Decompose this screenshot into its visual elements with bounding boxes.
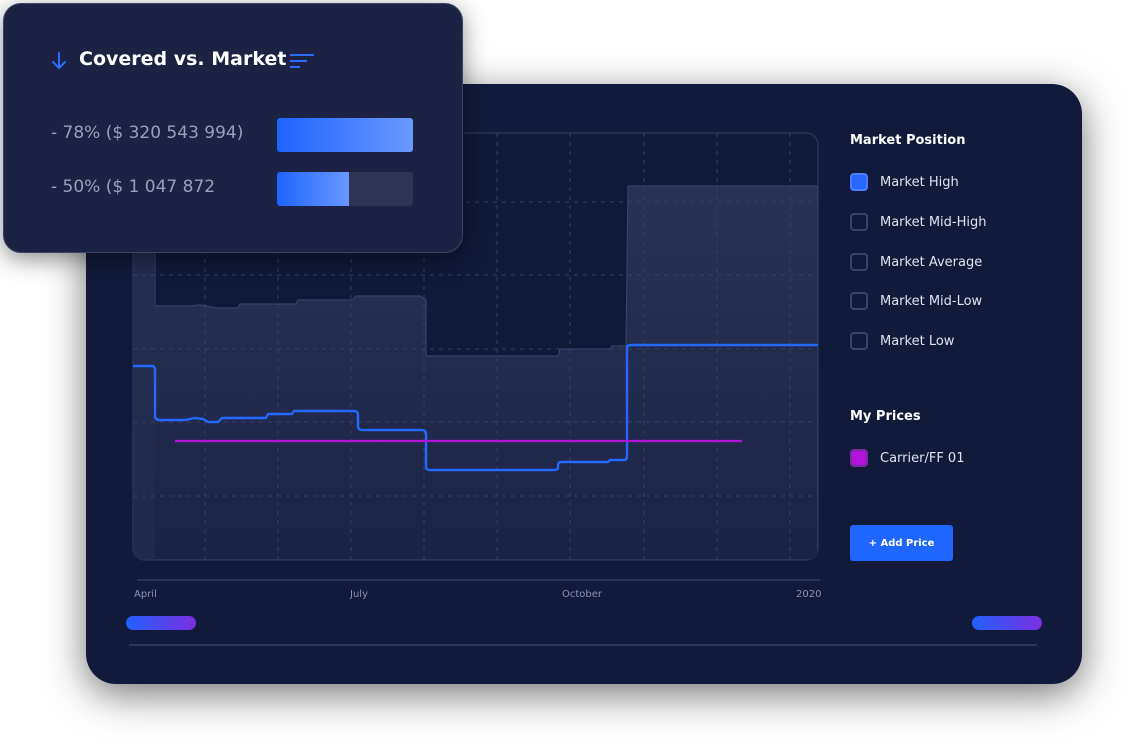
market-average-line <box>133 343 818 472</box>
legend-label: Market Mid-High <box>880 214 987 230</box>
checkbox-icon[interactable] <box>850 253 868 271</box>
legend-item-market-mid-low[interactable]: Market Mid-Low <box>850 292 982 310</box>
x-axis-label-april: April <box>134 589 157 600</box>
add-price-button[interactable]: + Add Price <box>850 525 953 561</box>
x-axis-line <box>137 579 820 581</box>
my-prices-heading: My Prices <box>850 409 921 424</box>
legend-item-market-average[interactable]: Market Average <box>850 253 982 271</box>
range-slider-end-handle[interactable] <box>972 616 1042 630</box>
legend-label: Market High <box>880 174 959 190</box>
arrow-down-icon[interactable] <box>50 51 68 71</box>
checkbox-icon[interactable] <box>850 213 868 231</box>
x-axis-label-october: October <box>562 589 603 600</box>
covered-vs-market-card: Covered vs. Market - 78% ($ 320 543 994)… <box>3 3 463 253</box>
covered-row-label-1: - 78% ($ 320 543 994) <box>51 123 244 143</box>
progress-bar-fill-2 <box>277 172 350 206</box>
progress-bar-2 <box>277 172 413 206</box>
checkbox-icon[interactable] <box>850 292 868 310</box>
legend-label: Market Low <box>880 333 955 349</box>
covered-row-label-2: - 50% ($ 1 047 872 <box>51 177 216 197</box>
popup-title: Covered vs. Market <box>79 48 287 70</box>
legend-item-market-mid-high[interactable]: Market Mid-High <box>850 213 986 231</box>
legend-label: Market Mid-Low <box>880 293 983 309</box>
legend-item-carrier-ff-01[interactable]: Carrier/FF 01 <box>850 449 964 467</box>
checkbox-checked-icon[interactable] <box>850 173 868 191</box>
range-slider-start-handle[interactable] <box>126 616 196 630</box>
market-band-area <box>133 133 818 560</box>
x-axis-label-2020: 2020 <box>796 589 822 600</box>
checkbox-icon[interactable] <box>850 332 868 350</box>
progress-bar-1 <box>277 118 413 152</box>
market-position-heading: Market Position <box>850 133 966 148</box>
legend-label: Carrier/FF 01 <box>880 450 965 466</box>
x-axis-label-july: July <box>350 589 368 600</box>
sort-lines-icon[interactable] <box>289 53 315 69</box>
progress-bar-fill-1 <box>277 118 413 152</box>
range-slider-track[interactable] <box>129 644 1037 646</box>
grid-lines <box>133 133 818 560</box>
legend-label: Market Average <box>880 254 983 270</box>
legend-item-market-low[interactable]: Market Low <box>850 332 954 350</box>
color-swatch-icon[interactable] <box>850 449 868 467</box>
legend-item-market-high[interactable]: Market High <box>850 173 959 191</box>
